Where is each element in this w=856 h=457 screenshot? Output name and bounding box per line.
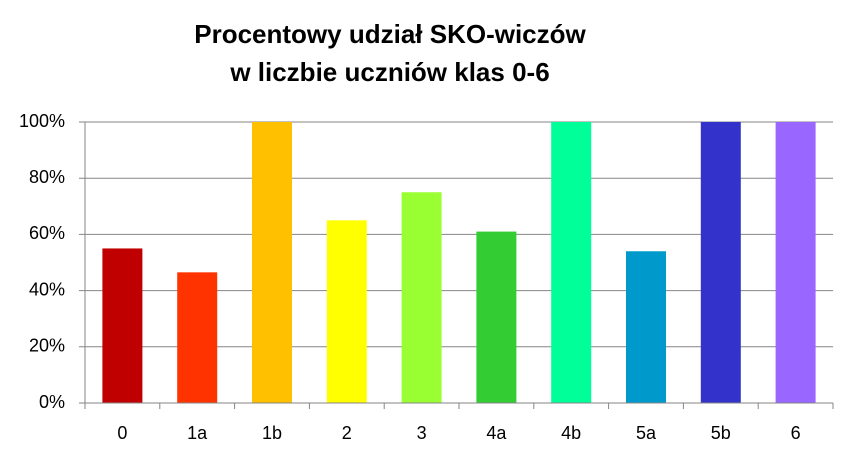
bar (700, 122, 741, 403)
bar (551, 122, 592, 403)
bar (401, 192, 442, 403)
x-tick-label: 1b (262, 423, 282, 443)
bar (626, 251, 666, 403)
y-tick-label: 100% (19, 111, 65, 131)
y-tick-label: 40% (29, 279, 65, 299)
y-tick-label: 60% (29, 223, 65, 243)
x-tick-label: 5b (711, 423, 731, 443)
bar (476, 231, 517, 403)
y-tick-label: 80% (29, 167, 65, 187)
x-tick-label: 4b (561, 423, 581, 443)
bar (177, 272, 218, 403)
x-tick-label: 4a (486, 423, 507, 443)
chart-title: w liczbie uczniów klas 0-6 (229, 57, 549, 87)
bar (326, 220, 367, 403)
bar (775, 122, 816, 403)
x-tick-label: 6 (791, 423, 801, 443)
x-tick-label: 2 (342, 423, 352, 443)
y-tick-label: 0% (39, 392, 65, 412)
x-tick-label: 3 (417, 423, 427, 443)
x-tick-label: 0 (117, 423, 127, 443)
x-tick-label: 5a (636, 423, 657, 443)
y-tick-label: 20% (29, 336, 65, 356)
chart-title: Procentowy udział SKO-wiczów (194, 19, 586, 49)
bar (102, 248, 143, 403)
x-tick-label: 1a (187, 423, 208, 443)
bar (252, 122, 292, 403)
